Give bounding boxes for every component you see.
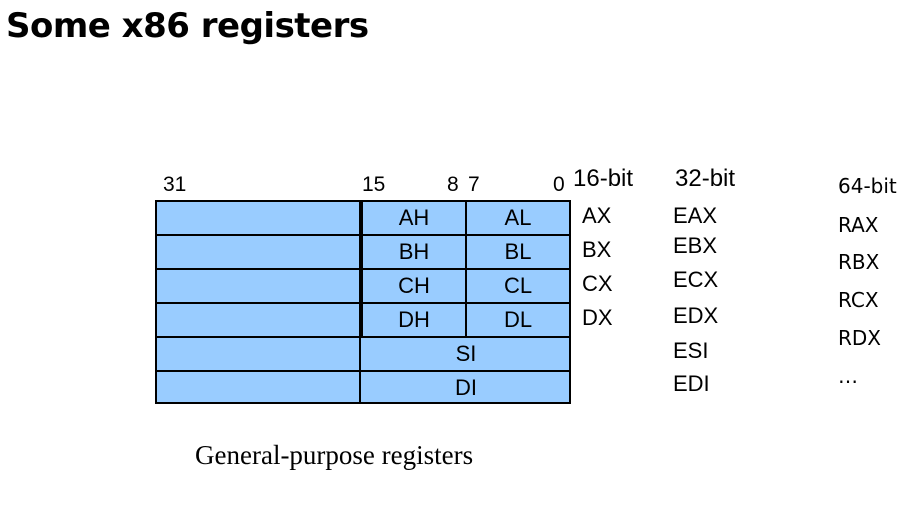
register-dl: DL [503,307,533,332]
register-edi: EDI [673,371,710,396]
register-rdx: RDX [838,326,881,350]
bit-label-8: 8 [447,173,459,196]
register-64-ellipsis: … [838,364,858,388]
register-rcx: RCX [838,288,879,312]
row-divider [157,336,569,338]
register-rbx: RBX [838,250,880,274]
bit-label-7: 7 [468,173,480,196]
register-di: DI [455,375,477,400]
register-cx: CX [582,271,613,296]
row-divider [157,302,569,304]
figure-caption: General-purpose registers [195,440,474,470]
register-ch: CH [398,273,430,298]
register-ecx: ECX [673,267,719,292]
header-16-bit: 16-bit [573,165,634,192]
bit-label-0: 0 [553,173,565,196]
header-64-bit: 64-bit [838,174,897,198]
register-esi: ESI [673,338,709,363]
register-dx: DX [582,305,613,330]
register-ax: AX [582,203,612,228]
row-divider [157,268,569,270]
register-bh: BH [398,239,430,264]
bit-16-divider [359,202,361,402]
register-rax: RAX [838,213,879,237]
register-al: AL [504,205,532,230]
register-edx: EDX [673,303,719,328]
bit-label-15: 15 [362,173,386,196]
register-bl: BL [504,239,532,264]
register-grid: AH AL BH BL CH CL DH DL SI DI [155,200,571,404]
register-si: SI [455,341,477,366]
row-divider [157,234,569,236]
register-bx: BX [582,237,612,262]
register-ebx: EBX [673,233,718,258]
row-divider [157,370,569,372]
register-dh: DH [398,307,430,332]
slide-title: Some x86 registers [6,6,369,46]
register-ah: AH [398,205,430,230]
register-cl: CL [503,273,533,298]
header-32-bit: 32-bit [675,165,736,192]
bit-label-31: 31 [163,173,187,196]
byte-divider [465,202,467,336]
bit-16-divider-bold [361,202,363,336]
register-eax: EAX [673,203,718,228]
